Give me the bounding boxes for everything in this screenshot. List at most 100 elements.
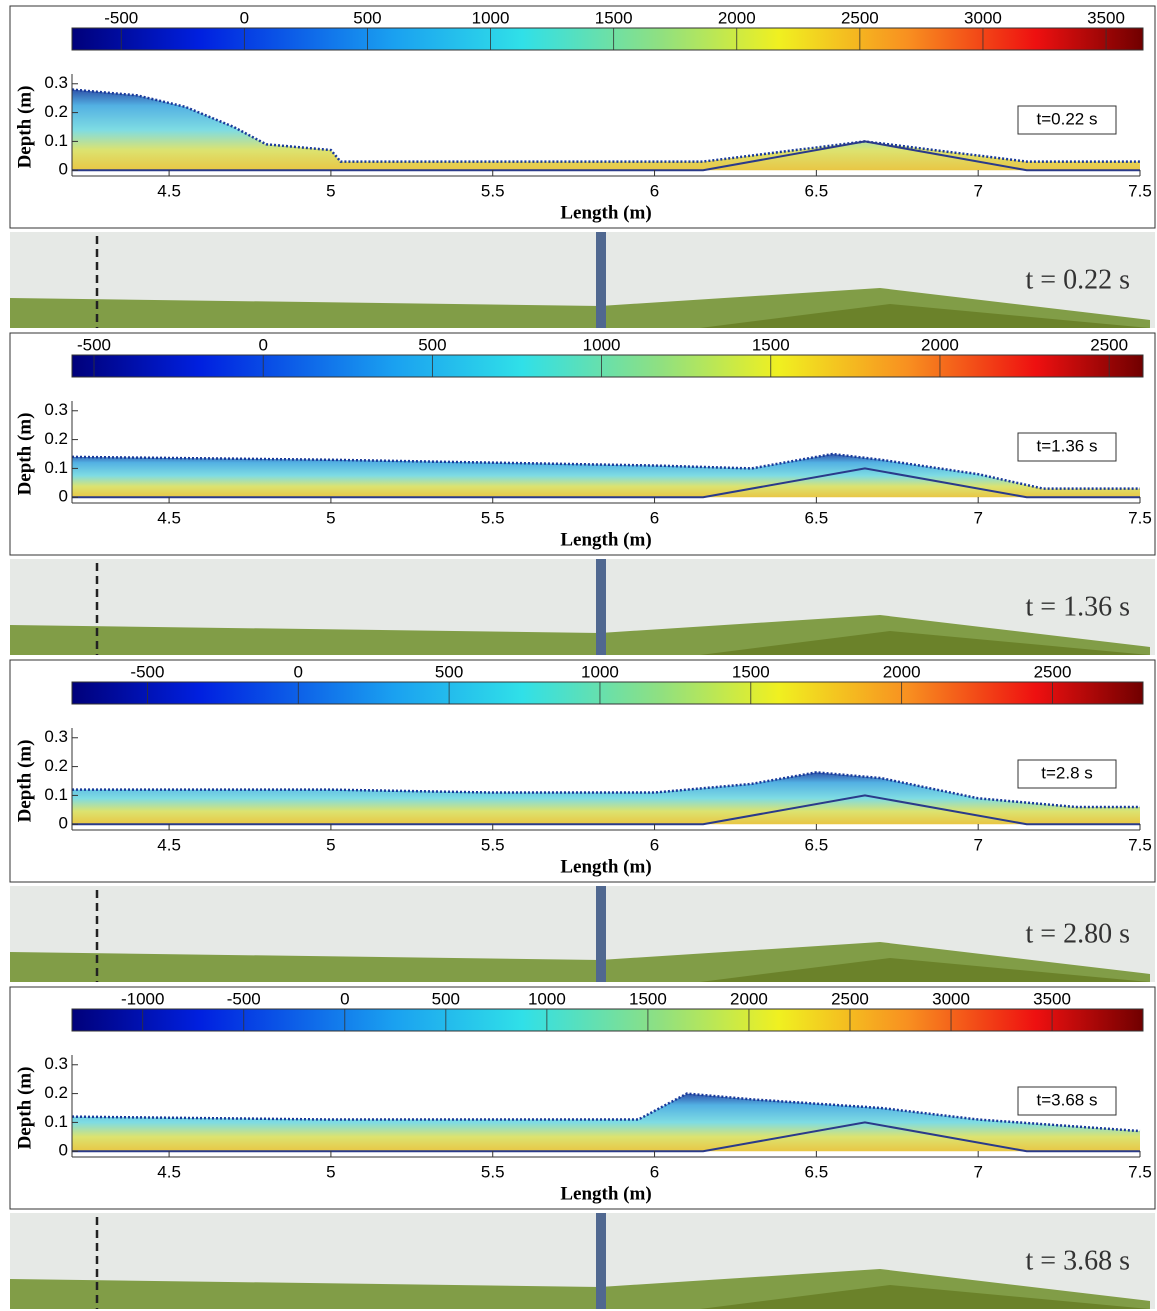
colorbar-tick-label: 2000 (718, 8, 756, 27)
y-tick-label: 0 (59, 1141, 68, 1160)
x-tick-label: 7.5 (1128, 508, 1152, 527)
annotation: t=0.22 s (1037, 109, 1098, 128)
photo-label: t = 2.80 s (1026, 918, 1130, 949)
colorbar-tick-label: 1500 (595, 8, 633, 27)
x-tick-label: 5.5 (481, 508, 505, 527)
colorbar-tick-label: 2500 (831, 989, 869, 1008)
x-tick-label: 7.5 (1128, 181, 1152, 200)
annotation-box (1017, 1086, 1117, 1116)
x-tick-label: 6 (650, 181, 659, 200)
y-axis-label: Depth (m) (14, 86, 35, 169)
colorbar-tick-label: 3500 (1033, 989, 1071, 1008)
x-axis-label: Length (m) (560, 856, 651, 877)
x-tick-label: 5 (326, 1162, 335, 1181)
annotation-box (1017, 432, 1117, 462)
photo-post (596, 1213, 606, 1309)
x-tick-label: 4.5 (157, 835, 181, 854)
colorbar-tick-label: 0 (340, 989, 349, 1008)
x-tick-label: 6 (650, 835, 659, 854)
colorbar-tick-label: 2000 (921, 335, 959, 354)
colorbar-tick-label: 2000 (883, 662, 921, 681)
x-tick-label: 5.5 (481, 181, 505, 200)
colorbar-tick-label: -500 (130, 662, 164, 681)
y-tick-label: 0.2 (44, 756, 68, 775)
colorbar (71, 27, 1144, 51)
y-tick-label: 0.1 (44, 131, 68, 150)
colorbar-tick-label: 1000 (583, 335, 621, 354)
photo-water (10, 288, 1150, 328)
x-tick-label: 5 (326, 181, 335, 200)
y-tick-label: 0.2 (44, 102, 68, 121)
colorbar-tick-label: -1000 (121, 989, 164, 1008)
x-tick-label: 6.5 (805, 835, 829, 854)
x-axis-label: Length (m) (560, 529, 651, 550)
colorbar-tick-label: 1000 (581, 662, 619, 681)
x-tick-label: 5 (326, 835, 335, 854)
colorbar-tick-label: 2000 (730, 989, 768, 1008)
colorbar-tick-label: 1000 (528, 989, 566, 1008)
x-axis-label: Length (m) (560, 202, 651, 223)
x-axis-label: Length (m) (560, 1183, 651, 1204)
colorbar (71, 681, 1144, 705)
colorbar-tick-label: 0 (258, 335, 267, 354)
y-tick-label: 0 (59, 160, 68, 179)
photo-water (10, 942, 1150, 982)
x-tick-label: 4.5 (157, 181, 181, 200)
x-tick-label: 4.5 (157, 508, 181, 527)
colorbar-tick-label: 3000 (964, 8, 1002, 27)
y-tick-label: 0.1 (44, 785, 68, 804)
y-tick-label: 0 (59, 487, 68, 506)
x-tick-label: 7 (973, 1162, 982, 1181)
x-tick-label: 7 (973, 181, 982, 200)
y-tick-label: 0.3 (44, 1054, 68, 1073)
photo-water (10, 1269, 1150, 1309)
annotation: t=2.8 s (1041, 763, 1093, 782)
colorbar-tick-label: 500 (353, 8, 381, 27)
colorbar (71, 354, 1144, 378)
annotation: t=3.68 s (1037, 1090, 1098, 1109)
free-surface (71, 452, 1140, 490)
colorbar-tick-label: 1500 (629, 989, 667, 1008)
x-tick-label: 7.5 (1128, 835, 1152, 854)
y-tick-label: 0 (59, 814, 68, 833)
colorbar-tick-label: 500 (432, 989, 460, 1008)
colorbar-tick-label: 1500 (732, 662, 770, 681)
colorbar-tick-label: -500 (227, 989, 261, 1008)
free-surface (71, 1092, 1141, 1133)
y-tick-label: 0.3 (44, 400, 68, 419)
colorbar-tick-label: -500 (104, 8, 138, 27)
colorbar (71, 1008, 1144, 1032)
y-tick-label: 0.2 (44, 1083, 68, 1102)
colorbar-tick-label: 3500 (1087, 8, 1125, 27)
free-surface (72, 771, 1140, 809)
x-tick-label: 4.5 (157, 1162, 181, 1181)
colorbar-tick-label: 0 (240, 8, 249, 27)
y-tick-label: 0.3 (44, 727, 68, 746)
photo-label: t = 0.22 s (1026, 264, 1130, 295)
photo-post (596, 232, 606, 328)
x-tick-label: 6 (650, 508, 659, 527)
colorbar-tick-label: 1500 (752, 335, 790, 354)
colorbar-tick-label: 500 (435, 662, 463, 681)
photo-label: t = 1.36 s (1026, 591, 1130, 622)
x-tick-label: 5 (326, 508, 335, 527)
colorbar-tick-label: -500 (77, 335, 111, 354)
colorbar-tick-label: 3000 (932, 989, 970, 1008)
photo-label: t = 3.68 s (1026, 1245, 1130, 1276)
colorbar-tick-label: 2500 (1034, 662, 1072, 681)
photo-post (596, 886, 606, 982)
water-fill (72, 89, 1140, 171)
colorbar-tick-label: 0 (294, 662, 303, 681)
y-tick-label: 0.1 (44, 458, 68, 477)
y-tick-label: 0.3 (44, 73, 68, 92)
x-tick-label: 5.5 (481, 1162, 505, 1181)
annotation: t=1.36 s (1037, 436, 1098, 455)
y-tick-label: 0.1 (44, 1112, 68, 1131)
x-tick-label: 7 (973, 508, 982, 527)
colorbar-tick-label: 500 (418, 335, 446, 354)
free-surface (71, 88, 1140, 163)
photo-water (10, 615, 1150, 655)
annotation-box (1017, 759, 1117, 789)
